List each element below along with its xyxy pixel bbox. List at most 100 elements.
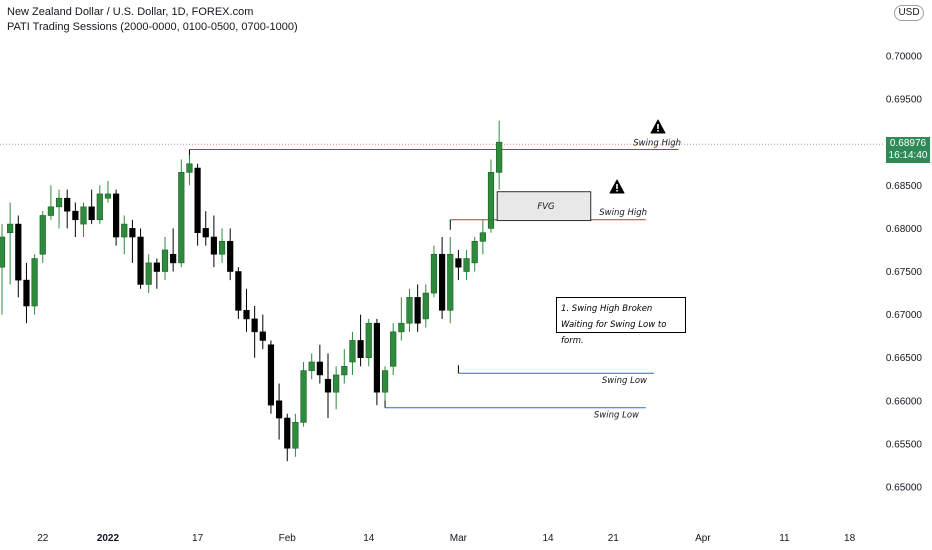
candle-body [414,297,421,324]
candle-body [210,236,218,255]
candle [390,323,397,375]
currency-button[interactable]: USD [894,5,924,21]
candle [121,215,128,255]
candle-body [357,340,364,358]
candle [349,331,356,375]
candle [113,189,120,246]
exclamation-bar [616,184,618,189]
candle-body [324,378,332,393]
candle [104,180,112,203]
candle [227,228,234,281]
candle [88,189,95,225]
candle-body [284,417,291,449]
note-box: 1. Swing High Broken Waiting for Swing L… [556,297,686,346]
candle [235,267,242,319]
candle-body [235,271,242,311]
candle-body [463,258,470,272]
candle-body [438,253,446,311]
candle [284,413,291,462]
candle [333,366,340,410]
y-tick-label: 0.70000 [886,52,923,63]
candle-body [487,172,495,229]
swing-low-lower-label: Swing Low [594,411,639,421]
annotation-labels: Swing High Swing High Swing Low Swing Low [594,119,681,421]
candle [15,215,22,298]
candle [145,254,152,294]
candle [300,362,307,427]
candle [178,159,185,268]
candle [496,120,503,190]
candle [64,189,71,229]
candle-body [455,258,462,268]
candle-body [153,262,160,272]
candle-body [292,422,299,449]
candle-body [23,279,30,307]
candle-body [259,331,266,341]
candle [259,314,266,350]
candle-body [178,172,185,264]
x-tick-label: Mar [450,533,468,544]
x-tick-label: 11 [779,533,790,544]
candle [406,288,413,332]
candle-body [398,322,405,333]
y-tick-label: 0.66000 [886,396,923,407]
candle-body [373,322,381,393]
candle-body [243,309,250,320]
candle-body [227,241,234,272]
y-tick-label: 0.65000 [886,483,923,494]
candle-body [300,370,307,423]
candle [316,344,323,384]
candle-body [430,253,438,294]
candle-body [479,232,486,242]
candle-body [170,253,177,264]
candle-body [39,215,46,255]
y-tick-label: 0.67000 [886,310,923,321]
candle-body [7,223,14,234]
candle [251,305,258,358]
fvg-rect [496,191,592,222]
candle [7,202,14,285]
candle-body [381,370,389,393]
candle-body [447,253,454,311]
candle [129,219,136,263]
candle-body [349,340,356,363]
candles-layer [0,120,503,462]
y-tick-label: 0.65500 [886,439,923,450]
candle [455,249,462,281]
candle [357,314,364,367]
candle-body [333,374,340,393]
candle [422,284,429,328]
indicator-title: PATI Trading Sessions (2000-0000, 0100-0… [7,21,298,33]
y-tick-label: 0.66500 [886,353,923,364]
candle [267,340,275,414]
candle-body [341,366,348,376]
candle-body [137,236,144,285]
candle-body [145,262,152,285]
candle-body [72,210,79,221]
y-tick-label: 0.68000 [886,224,923,235]
candle [308,353,315,380]
warning-triangle-icon [650,119,666,134]
candle [414,284,421,332]
candle [194,163,201,246]
candle [186,155,193,186]
fvg-label: FVG [537,202,555,212]
x-tick-label: 22 [37,533,49,544]
note-line-2: Waiting for Swing Low to form. [561,320,667,346]
candle-body [15,223,22,281]
candle-body [316,361,323,376]
candle-body [202,228,209,238]
x-tick-label: 21 [608,533,620,544]
candle [202,211,209,246]
candle [398,297,405,341]
candle-body [80,206,87,225]
candle [243,288,250,332]
x-axis: 22 2022 17 Feb 14 Mar 14 21 Apr 11 18 [37,533,855,544]
candle-body [390,331,397,367]
candle [80,202,87,238]
candle-body [129,228,136,238]
candle [23,262,30,324]
candle-body [406,297,413,324]
candle [153,258,160,289]
